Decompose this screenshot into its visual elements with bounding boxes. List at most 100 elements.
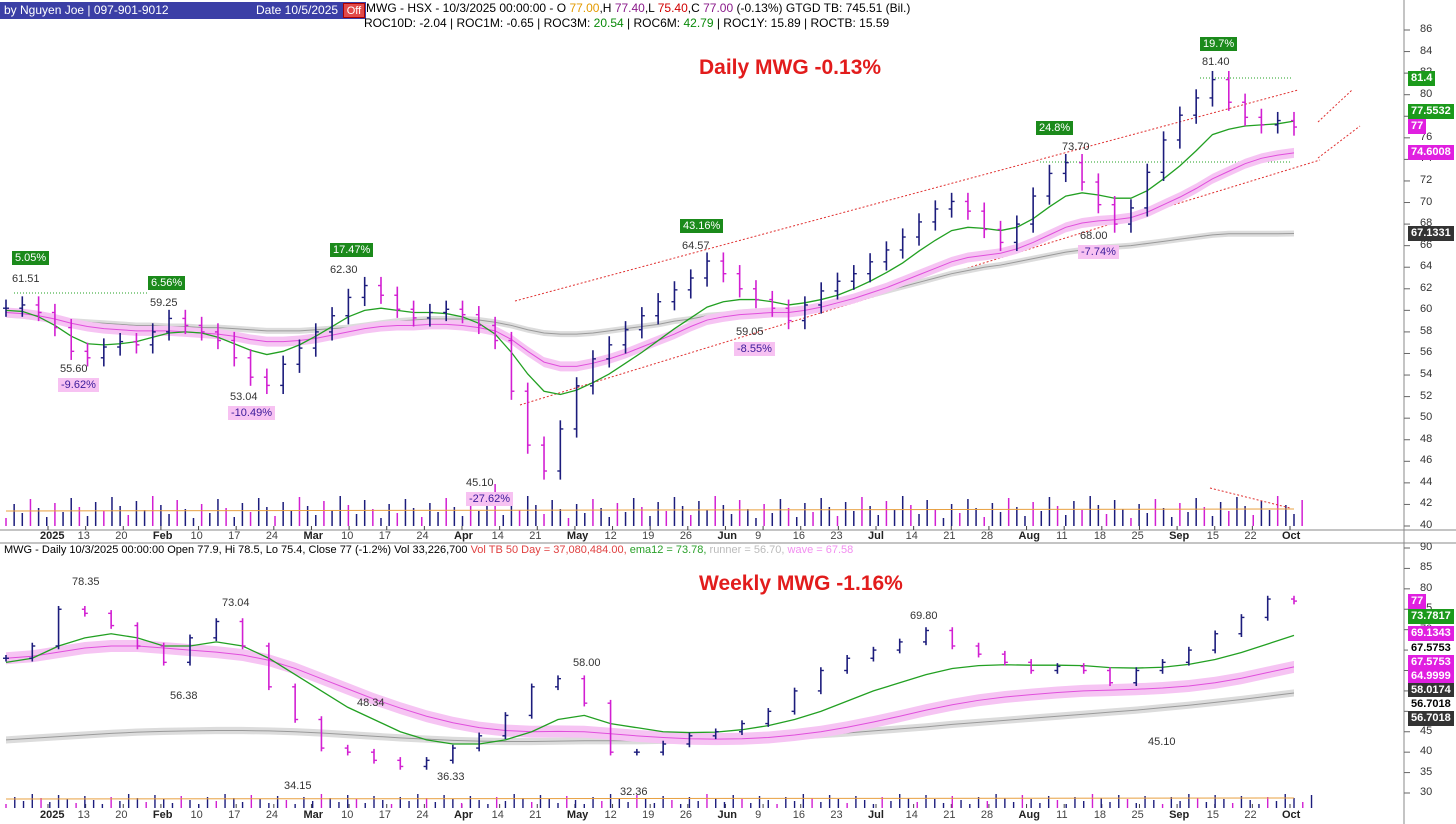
- weekly-xtick-label: 23: [830, 809, 843, 821]
- daily-ytick-label: 84: [1420, 44, 1433, 57]
- daily-xtick-label: 21: [943, 530, 956, 542]
- daily-wave-band: [6, 147, 1294, 372]
- weekly-level-label: 73.04: [222, 597, 250, 609]
- weekly-xtick-label: 28: [980, 809, 994, 821]
- weekly-price-tag: 58.0174: [1408, 683, 1454, 698]
- daily-xtick-label: Oct: [1282, 530, 1301, 542]
- percent-loss-badge: -27.62%: [466, 492, 513, 506]
- ohlc-high: 77.40: [614, 1, 645, 15]
- daily-ytick-label: 46: [1420, 454, 1433, 467]
- ohlc-low: 75.40: [657, 1, 688, 15]
- weekly-wave-line: [5, 645, 1295, 740]
- daily-xtick-label: Mar: [303, 530, 324, 542]
- weekly-xtick-label: 21: [529, 809, 542, 821]
- percent-loss-badge: -9.62%: [58, 378, 99, 392]
- runner-label: runner = 56.70,: [709, 544, 785, 556]
- ohlc-high-prefix: ,H: [599, 1, 612, 15]
- weekly-xtick-label: Jun: [717, 809, 738, 821]
- daily-xtick-label: 25: [1131, 530, 1144, 542]
- ema-label: ema12 = 73.78,: [629, 544, 707, 556]
- weekly-xtick-label: 19: [642, 809, 655, 821]
- daily-xtick-label: May: [566, 530, 589, 542]
- ohlc-change: (-0.13%): [736, 1, 783, 15]
- daily-ytick-label: 66: [1420, 238, 1433, 251]
- daily-xtick-label: 22: [1244, 530, 1257, 542]
- weekly-ytick-label: 40: [1420, 745, 1433, 758]
- daily-xtick-label: 24: [265, 530, 279, 542]
- trough-label: 45.10: [466, 477, 494, 489]
- price-tag: 77: [1408, 119, 1427, 134]
- daily-xtick-label: 21: [529, 530, 542, 542]
- daily-ytick-label: 86: [1420, 23, 1433, 35]
- ohlc-symbol: MWG - HSX - 10/3/2025 00:00:00 - O: [366, 1, 567, 15]
- weekly-xtick-label: Apr: [454, 809, 473, 821]
- daily-xtick-label: 12: [604, 530, 617, 542]
- daily-ytick-label: 44: [1420, 475, 1433, 488]
- daily-ytick-label: 40: [1420, 519, 1433, 531]
- weekly-xtick-label: May: [566, 809, 589, 821]
- weekly-info-line: MWG - Daily 10/3/2025 00:00:00 Open 77.9…: [4, 544, 853, 556]
- daily-xtick-label: Feb: [152, 530, 173, 542]
- daily-title: Daily MWG -0.13%: [699, 56, 882, 79]
- weekly-price-tag: 56.7018: [1408, 711, 1454, 726]
- weekly-xtick-label: 20: [115, 809, 128, 821]
- off-toggle-button[interactable]: Off: [343, 3, 365, 18]
- peak-label: 73.70: [1062, 141, 1090, 153]
- daily-ytick-label: 60: [1420, 303, 1433, 316]
- price-tag: 81.4: [1408, 71, 1436, 86]
- weekly-xtick-label: 14: [491, 809, 504, 821]
- daily-ytick-label: 58: [1420, 324, 1433, 337]
- daily-xtick-label: Apr: [454, 530, 473, 542]
- daily-wave-line: [5, 152, 1295, 367]
- weekly-price-tag: 56.7018: [1408, 697, 1454, 712]
- price-tag: 77.5532: [1408, 104, 1454, 119]
- daily-ytick-label: 54: [1420, 368, 1433, 381]
- weekly-xtick-label: Mar: [303, 809, 324, 821]
- peak-label: 62.30: [330, 264, 358, 276]
- weekly-xtick-label: 21: [943, 809, 956, 821]
- weekly-xtick-label: 2025: [40, 809, 65, 821]
- weekly-xtick-label: 22: [1244, 809, 1257, 821]
- weekly-level-label: 32.36: [620, 786, 648, 798]
- peak-label: 59.25: [150, 297, 178, 309]
- weekly-wave-band: [6, 640, 1294, 746]
- weekly-level-label: 48.34: [357, 697, 385, 709]
- percent-loss-badge: -8.55%: [734, 342, 775, 356]
- weekly-level-label: 36.33: [437, 771, 465, 783]
- weekly-ema12-line: [5, 633, 1295, 745]
- weekly-level-label: 69.80: [910, 610, 938, 622]
- roc-tail: | ROC1Y: 15.89 | ROCTB: 15.59: [716, 16, 890, 30]
- percent-gain-badge: 19.7%: [1200, 37, 1238, 51]
- daily-ytick-label: 48: [1420, 432, 1433, 445]
- daily-xtick-label: 15: [1206, 530, 1219, 542]
- weekly-xtick-label: 13: [77, 809, 90, 821]
- daily-xtick-label: Jul: [868, 530, 884, 542]
- percent-loss-badge: -10.49%: [228, 406, 275, 420]
- weekly-level-label: 56.38: [170, 690, 198, 702]
- weekly-xtick-label: 12: [604, 809, 617, 821]
- daily-xtick-label: 16: [792, 530, 805, 542]
- arrow-upper-line: [1317, 89, 1353, 123]
- weekly-ytick-label: 85: [1420, 561, 1433, 574]
- daily-ytick-label: 64: [1420, 260, 1433, 273]
- author-label: by Nguyen Joe | 097-901-9012: [4, 3, 169, 17]
- peak-label: 64.57: [682, 240, 710, 252]
- weekly-level-label: 45.10: [1148, 736, 1176, 748]
- peak-label: 61.51: [12, 273, 40, 285]
- channel-upper-line: [514, 89, 1299, 302]
- roc6m-value: 42.79: [683, 16, 714, 30]
- percent-gain-badge: 24.8%: [1036, 121, 1074, 135]
- daily-ytick-label: 42: [1420, 497, 1433, 510]
- weekly-xtick-label: 25: [1131, 809, 1144, 821]
- weekly-xtick-label: 26: [679, 809, 693, 821]
- percent-gain-badge: 17.47%: [330, 243, 374, 257]
- daily-xtick-label: 26: [679, 530, 693, 542]
- trough-label: 53.04: [230, 391, 258, 403]
- daily-xtick-label: 18: [1093, 530, 1107, 542]
- ohlc-low-prefix: ,L: [644, 1, 655, 15]
- weekly-xtick-label: 16: [792, 809, 805, 821]
- weekly-info-text: MWG - Daily 10/3/2025 00:00:00 Open 77.9…: [4, 544, 468, 556]
- daily-ytick-label: 72: [1420, 173, 1433, 186]
